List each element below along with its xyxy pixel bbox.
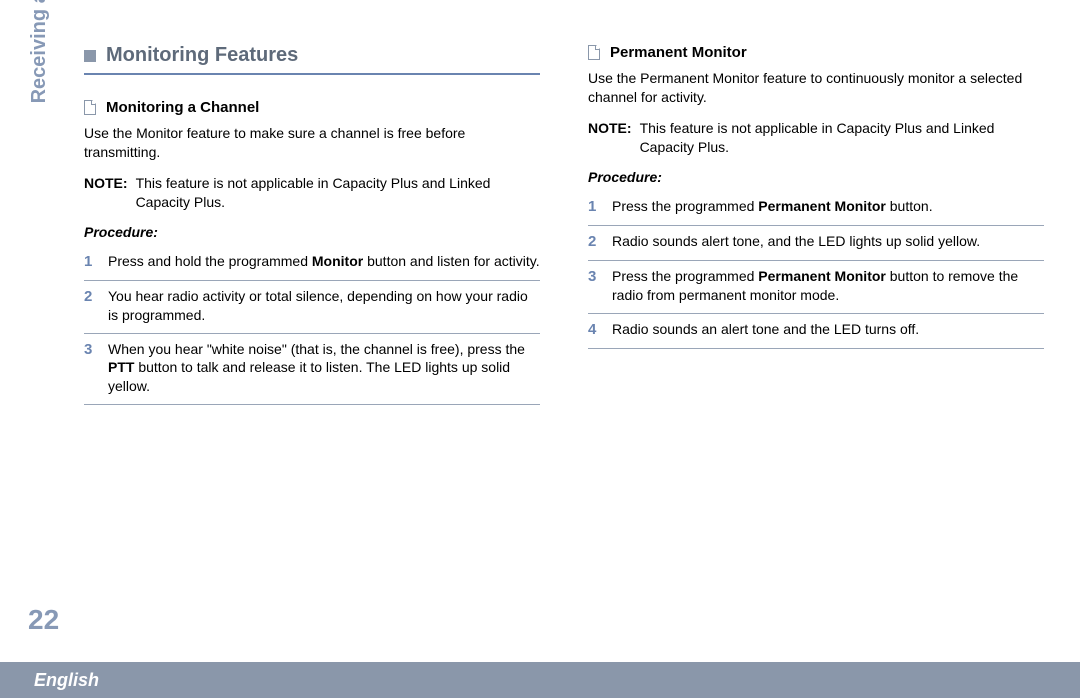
left-column: Monitoring Features Monitoring a Channel… bbox=[84, 44, 540, 604]
step-row: 1 Press the programmed Permanent Monitor … bbox=[588, 191, 1044, 226]
sub-heading: Permanent Monitor bbox=[610, 44, 747, 61]
step-number: 1 bbox=[84, 252, 98, 272]
step-text: Radio sounds an alert tone and the LED t… bbox=[612, 320, 1044, 340]
right-column: Permanent Monitor Use the Permanent Moni… bbox=[588, 44, 1044, 604]
sub-heading-row: Permanent Monitor bbox=[588, 44, 1044, 61]
step-row: 3When you hear "white noise" (that is, t… bbox=[84, 334, 540, 406]
step-number: 4 bbox=[588, 320, 602, 340]
step-number: 2 bbox=[84, 287, 98, 325]
step-text: You hear radio activity or total silence… bbox=[108, 287, 540, 325]
intro-paragraph: Use the Monitor feature to make sure a c… bbox=[84, 124, 540, 162]
step-list: 1 Press and hold the programmed Monitor b… bbox=[84, 246, 540, 406]
step-text: Radio sounds alert tone, and the LED lig… bbox=[612, 232, 1044, 252]
main-heading: Monitoring Features bbox=[106, 44, 298, 67]
sub-heading-row: Monitoring a Channel bbox=[84, 99, 540, 116]
document-icon bbox=[84, 100, 96, 115]
step-text: Press the programmed Permanent Monitor b… bbox=[612, 197, 1044, 217]
note-block: NOTE: This feature is not applicable in … bbox=[588, 119, 1044, 157]
note-label: NOTE: bbox=[588, 119, 640, 157]
square-bullet-icon bbox=[84, 50, 96, 62]
main-heading-row: Monitoring Features bbox=[84, 44, 540, 75]
procedure-label: Procedure: bbox=[84, 224, 540, 240]
note-label: NOTE: bbox=[84, 174, 136, 212]
step-number: 1 bbox=[588, 197, 602, 217]
page-content: Monitoring Features Monitoring a Channel… bbox=[84, 44, 1044, 604]
document-icon bbox=[588, 45, 600, 60]
step-number: 2 bbox=[588, 232, 602, 252]
step-text: When you hear "white noise" (that is, th… bbox=[108, 340, 540, 397]
step-number: 3 bbox=[84, 340, 98, 397]
step-row: 1 Press and hold the programmed Monitor b… bbox=[84, 246, 540, 281]
footer-language: English bbox=[34, 670, 99, 691]
step-number: 3 bbox=[588, 267, 602, 305]
sub-heading: Monitoring a Channel bbox=[106, 99, 259, 116]
procedure-label: Procedure: bbox=[588, 169, 1044, 185]
step-row: 3 Press the programmed Permanent Monitor … bbox=[588, 261, 1044, 314]
side-tab: Receiving and Making Calls bbox=[28, 0, 51, 220]
step-text: Press the programmed Permanent Monitor b… bbox=[612, 267, 1044, 305]
note-text: This feature is not applicable in Capaci… bbox=[136, 174, 540, 212]
step-list: 1 Press the programmed Permanent Monitor … bbox=[588, 191, 1044, 350]
footer-bar: English bbox=[0, 662, 1080, 698]
page-number: 22 bbox=[28, 604, 59, 636]
note-block: NOTE: This feature is not applicable in … bbox=[84, 174, 540, 212]
step-text: Press and hold the programmed Monitor bu… bbox=[108, 252, 540, 272]
intro-paragraph: Use the Permanent Monitor feature to con… bbox=[588, 69, 1044, 107]
step-row: 2 Radio sounds alert tone, and the LED li… bbox=[588, 226, 1044, 261]
step-row: 4 Radio sounds an alert tone and the LED … bbox=[588, 314, 1044, 349]
note-text: This feature is not applicable in Capaci… bbox=[640, 119, 1044, 157]
step-row: 2 You hear radio activity or total silenc… bbox=[84, 281, 540, 334]
